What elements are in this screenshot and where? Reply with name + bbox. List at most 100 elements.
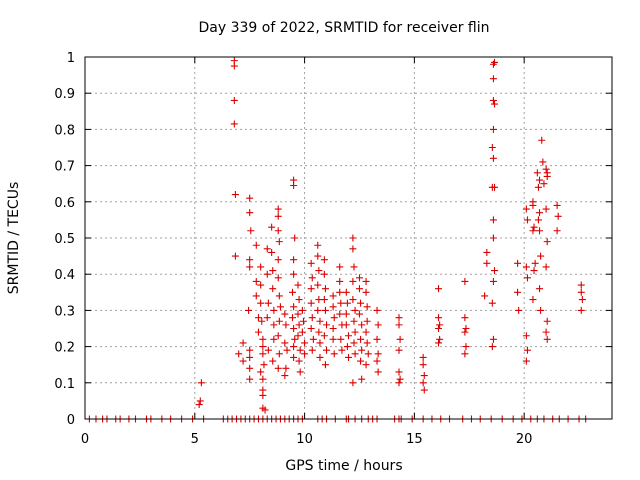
data-point	[530, 267, 538, 275]
data-point	[529, 296, 537, 304]
data-point	[309, 335, 317, 343]
y-tick-label: 0	[67, 413, 75, 428]
data-point	[239, 357, 247, 365]
data-point	[540, 180, 548, 188]
data-point	[321, 306, 329, 314]
data-point	[462, 325, 470, 332]
x-tick-label: 10	[296, 432, 313, 447]
data-point	[461, 350, 469, 358]
data-point	[314, 241, 322, 249]
y-tick-label: 0.2	[54, 341, 75, 356]
data-point	[481, 292, 489, 300]
data-point	[323, 346, 331, 354]
data-point	[231, 252, 239, 260]
data-point	[355, 310, 363, 318]
data-point	[246, 346, 254, 354]
data-point	[308, 274, 316, 282]
data-point	[543, 172, 551, 180]
data-point	[275, 350, 283, 358]
data-point	[259, 350, 267, 358]
data-point	[274, 227, 282, 235]
data-point	[489, 96, 497, 104]
data-point	[395, 368, 403, 376]
data-point	[252, 241, 260, 249]
data-point	[351, 350, 359, 358]
data-point	[374, 350, 382, 358]
data-point	[363, 339, 371, 347]
data-point	[320, 332, 328, 340]
data-point	[362, 361, 370, 369]
data-point	[259, 343, 267, 351]
data-point	[257, 299, 265, 307]
data-point	[543, 317, 551, 325]
data-point	[195, 401, 203, 409]
data-point	[246, 375, 254, 383]
data-point	[342, 321, 350, 329]
data-point	[281, 372, 289, 380]
data-point	[489, 125, 497, 133]
data-point	[290, 270, 298, 278]
data-point	[349, 245, 357, 253]
data-point	[523, 274, 531, 282]
y-tick-label: 1	[67, 51, 75, 66]
data-point	[539, 158, 547, 166]
data-point	[329, 303, 337, 311]
data-point	[290, 343, 298, 351]
data-point	[553, 227, 561, 235]
data-point	[316, 317, 324, 325]
data-point	[274, 274, 282, 282]
data-point	[294, 310, 302, 318]
data-point	[258, 317, 266, 325]
data-point	[530, 223, 538, 231]
data-point	[553, 201, 561, 209]
data-point	[489, 216, 497, 224]
data-point	[263, 245, 271, 253]
data-point	[373, 306, 381, 314]
data-points	[85, 57, 590, 423]
data-point	[336, 277, 344, 285]
data-point	[246, 353, 254, 361]
data-point	[245, 306, 253, 314]
data-point	[263, 270, 271, 278]
data-point	[298, 306, 306, 314]
data-point	[522, 357, 530, 365]
y-tick-label: 0.9	[54, 87, 75, 102]
data-point	[357, 335, 365, 343]
data-point	[261, 406, 269, 414]
data-point	[329, 292, 337, 300]
data-point	[374, 321, 382, 329]
y-axis-label: SRMTID / TECUs	[6, 182, 22, 295]
data-point	[357, 299, 365, 307]
data-point	[351, 306, 359, 314]
data-point	[522, 205, 530, 213]
data-point	[230, 62, 238, 70]
data-point	[435, 285, 443, 293]
data-point	[395, 379, 403, 387]
data-point	[269, 285, 277, 293]
data-point	[345, 332, 352, 340]
data-point	[275, 317, 283, 325]
data-point	[275, 238, 283, 246]
data-point	[362, 288, 370, 296]
data-point	[269, 267, 277, 275]
data-point	[299, 317, 307, 325]
data-point	[290, 303, 298, 311]
data-point	[542, 205, 550, 213]
data-point	[488, 343, 496, 351]
data-point	[355, 285, 363, 293]
data-point	[577, 281, 585, 289]
data-point	[315, 267, 323, 275]
data-point	[275, 292, 283, 300]
data-point	[314, 281, 322, 289]
data-point	[246, 209, 254, 217]
data-point	[395, 314, 403, 322]
data-point	[197, 379, 205, 387]
data-point	[374, 368, 382, 376]
data-point	[489, 277, 497, 285]
data-point	[420, 386, 428, 394]
data-point	[282, 364, 290, 372]
data-point	[419, 379, 427, 387]
data-point	[537, 306, 545, 314]
data-point	[315, 328, 323, 336]
